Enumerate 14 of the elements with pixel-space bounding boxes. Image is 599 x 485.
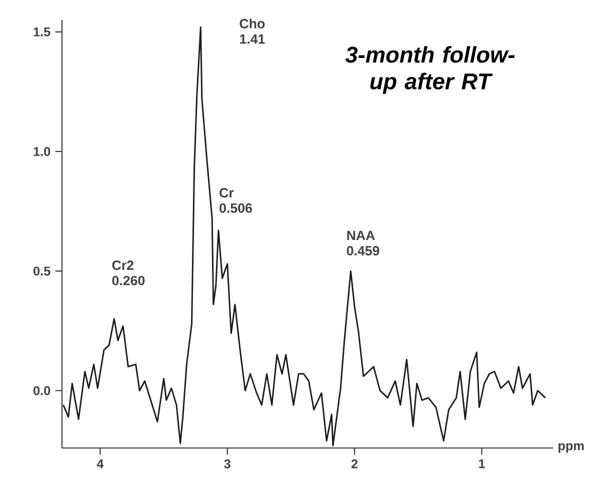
x-tick-label: 2 (351, 459, 358, 468)
annotation: Cr 0.506 (220, 188, 252, 213)
y-tick-label: 0.0 (34, 386, 50, 396)
x-tick-label: 4 (96, 459, 104, 468)
y-tick-label: 0.5 (34, 266, 50, 276)
y-tick-label: 1.0 (34, 147, 50, 156)
annotation: Cho 1.41 (240, 18, 265, 44)
y-tick-label: 1.5 (34, 28, 50, 36)
x-tick-label: 1 (479, 459, 485, 468)
x-axis-title: ppm (558, 443, 584, 453)
annotation: NAA 0.459 (346, 230, 380, 256)
text: 3-month follow-up after RT (345, 46, 515, 94)
annotation: Cr2 0.260 (112, 260, 145, 286)
x-tick-label: 3 (224, 459, 230, 468)
